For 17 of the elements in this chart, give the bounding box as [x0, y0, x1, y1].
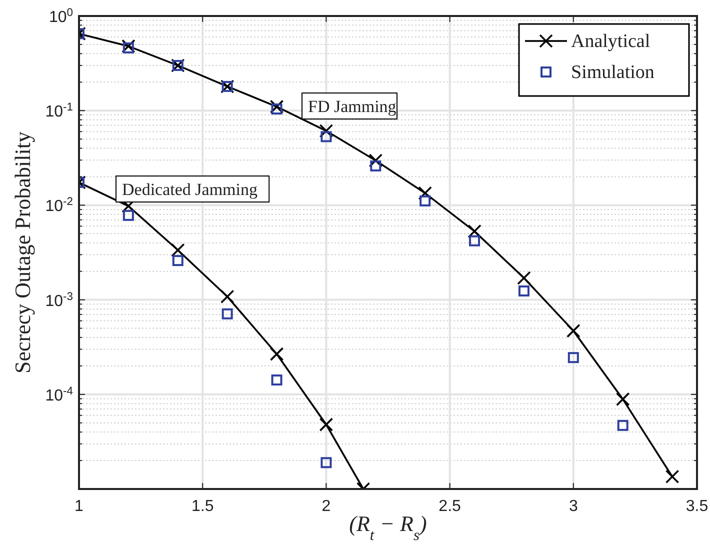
- legend-label: Analytical: [571, 31, 650, 52]
- annotation: Dedicated Jamming: [122, 180, 258, 199]
- y-tick-label: 10$^{0}$: [48, 7, 73, 26]
- annotation: FD Jamming: [308, 97, 397, 116]
- y-tick-label: 10$^{-3}$: [45, 290, 73, 310]
- legend-label: Simulation: [571, 62, 655, 83]
- x-tick-label: 1.5: [191, 498, 214, 515]
- x-tick-label: 3.5: [686, 498, 708, 515]
- x-axis-title: (R$_{t}$ − R$_{s}$): [349, 511, 427, 544]
- x-tick-label: 1: [74, 498, 84, 515]
- y-tick-label: 10$^{-2}$: [45, 196, 73, 216]
- x-tick-label: 2.5: [438, 498, 462, 515]
- y-tick-label: 10$^{-1}$: [45, 102, 73, 121]
- x-tick-label: 2: [322, 498, 331, 515]
- y-axis-title: Secrecy Outage Probability: [10, 132, 35, 374]
- x-tick-label: 3: [568, 498, 578, 515]
- y-tick-label: 10$^{-4}$: [45, 385, 73, 404]
